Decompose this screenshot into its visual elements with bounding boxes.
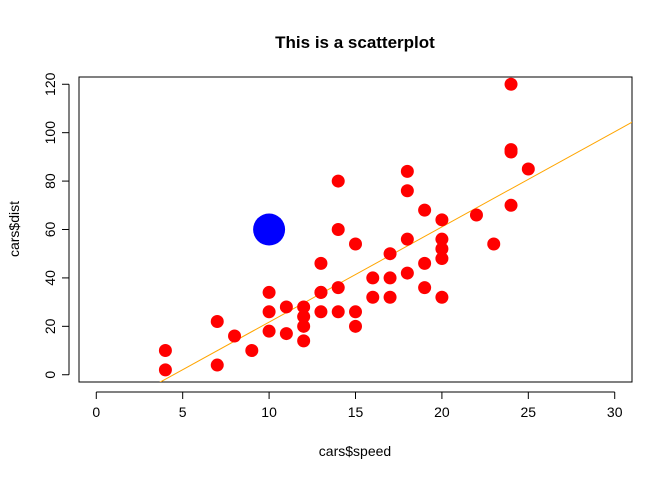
- data-point: [487, 237, 501, 251]
- data-point: [504, 198, 518, 212]
- data-point: [521, 162, 535, 176]
- plot-area: [158, 77, 632, 382]
- highlighted-point: [253, 213, 286, 246]
- data-point: [435, 242, 449, 256]
- x-tick-label: 30: [607, 404, 623, 420]
- x-tick-label: 5: [179, 404, 187, 420]
- y-tick-label: 100: [42, 121, 58, 145]
- y-axis: 0 20 40 60 80 100 120: [42, 72, 70, 379]
- data-point: [418, 256, 432, 270]
- data-point: [262, 305, 276, 319]
- data-point: [400, 164, 414, 178]
- x-tick-label: 20: [434, 404, 450, 420]
- x-tick-label: 25: [521, 404, 537, 420]
- data-point: [210, 358, 224, 372]
- x-tick-label: 15: [348, 404, 364, 420]
- data-point: [400, 184, 414, 198]
- data-point: [158, 344, 172, 358]
- data-point: [400, 232, 414, 246]
- x-tick-label: 10: [261, 404, 277, 420]
- data-point: [418, 281, 432, 295]
- data-point: [418, 203, 432, 217]
- data-point: [435, 232, 449, 246]
- points-layer: [158, 77, 535, 377]
- data-point: [279, 327, 293, 341]
- data-point: [349, 305, 362, 319]
- data-point: [435, 290, 449, 304]
- x-axis-label: cars$speed: [319, 443, 391, 459]
- data-point: [469, 208, 483, 222]
- y-axis-label: cars$dist: [6, 201, 22, 257]
- data-point: [279, 300, 293, 314]
- data-point: [262, 324, 276, 338]
- y-tick-label: 60: [42, 222, 58, 238]
- data-point: [262, 285, 276, 299]
- data-point: [158, 363, 172, 377]
- data-point: [331, 305, 345, 319]
- x-axis: 0 5 10 15 20 25 30: [92, 391, 623, 420]
- data-point: [400, 266, 414, 280]
- data-point: [435, 252, 449, 266]
- data-point: [383, 290, 397, 304]
- data-point: [297, 334, 311, 348]
- data-point: [366, 271, 380, 285]
- y-tick-label: 120: [42, 72, 58, 96]
- fit-line-layer: [159, 121, 632, 382]
- data-point: [435, 213, 449, 227]
- data-point: [383, 247, 397, 261]
- x-tick-label: 0: [92, 404, 100, 420]
- y-tick-label: 0: [42, 371, 58, 379]
- regression-line: [159, 121, 632, 382]
- y-tick-label: 80: [42, 173, 58, 189]
- data-point: [297, 310, 311, 324]
- data-point: [245, 344, 259, 358]
- y-tick-label: 40: [42, 270, 58, 286]
- data-point: [331, 281, 345, 295]
- data-point: [504, 77, 518, 91]
- data-point: [314, 285, 328, 299]
- data-point: [314, 256, 328, 270]
- data-point: [349, 319, 362, 333]
- data-point: [331, 223, 345, 236]
- data-point: [383, 271, 397, 285]
- y-tick-label: 20: [42, 318, 58, 334]
- chart-title: This is a scatterplot: [275, 33, 435, 52]
- data-point: [297, 300, 311, 314]
- data-point: [297, 319, 311, 333]
- data-point: [366, 290, 380, 304]
- data-point: [210, 314, 224, 328]
- plot-frame: [78, 76, 633, 383]
- data-point: [349, 237, 362, 251]
- data-point: [331, 174, 345, 188]
- data-point: [228, 329, 242, 343]
- data-point: [314, 305, 328, 319]
- data-point: [504, 143, 518, 157]
